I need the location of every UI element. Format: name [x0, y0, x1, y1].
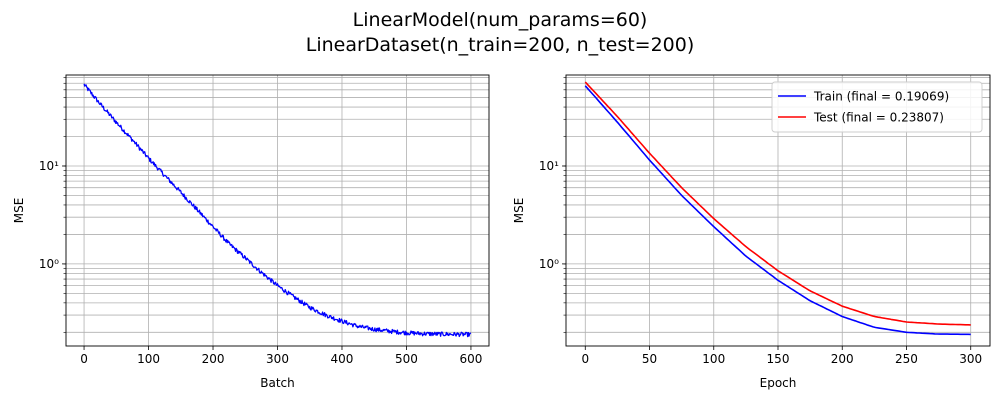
x-tick-label: 0	[581, 352, 589, 366]
y-tick-label: 10⁰	[539, 257, 559, 271]
y-tick-label: 10¹	[39, 159, 59, 173]
legend: Train (final = 0.19069) Test (final = 0.2…	[771, 81, 983, 133]
x-axis: 0 100 200 300 400 500 600	[80, 346, 482, 366]
x-tick-label: 300	[959, 352, 982, 366]
figure-title: LinearModel(num_params=60) LinearDataset…	[0, 8, 1000, 58]
grid	[66, 75, 489, 346]
y-axis-label: MSE	[512, 198, 526, 224]
x-tick-label: 0	[80, 352, 88, 366]
x-axis-label: Batch	[260, 376, 295, 390]
legend-label-1: Train (final = 0.19069)	[813, 90, 949, 104]
y-tick-label: 10⁰	[39, 257, 59, 271]
x-tick-label: 250	[895, 352, 918, 366]
x-tick-label: 150	[767, 352, 790, 366]
x-tick-label: 400	[331, 352, 354, 366]
y-axis: 10⁰ 10¹	[39, 77, 66, 333]
x-tick-label: 50	[642, 352, 657, 366]
y-tick-label: 10¹	[539, 159, 559, 173]
x-axis: 0 50 100 150 200 250 300	[581, 346, 982, 366]
x-tick-label: 500	[395, 352, 418, 366]
series-line-1	[584, 85, 971, 336]
figure-title-line-1: LinearModel(num_params=60)	[352, 9, 648, 31]
x-tick-label: 100	[137, 352, 160, 366]
x-axis-label: Epoch	[760, 376, 797, 390]
x-tick-label: 100	[702, 352, 725, 366]
legend-frame	[771, 81, 983, 133]
y-axis-label: MSE	[12, 198, 26, 224]
x-tick-label: 200	[831, 352, 854, 366]
legend-label-2: Test (final = 0.23807)	[813, 111, 944, 125]
series-line-1	[83, 83, 472, 338]
series-group	[83, 83, 472, 338]
subplot-1: 0 100 200 300 400 500 600 10⁰ 10¹ Batch MSE	[12, 74, 490, 390]
x-tick-label: 200	[202, 352, 225, 366]
y-axis: 10⁰ 10¹	[539, 77, 566, 333]
x-tick-label: 300	[266, 352, 289, 366]
series-line-2	[584, 81, 971, 326]
figure-title-line-2: LinearDataset(n_train=200, n_test=200)	[305, 34, 695, 56]
subplot-2: 0 50 100 150 200 250 300 10⁰ 10¹ Epoch MSE Train (f…	[512, 74, 991, 390]
x-tick-label: 600	[459, 352, 482, 366]
series-group	[584, 81, 971, 336]
